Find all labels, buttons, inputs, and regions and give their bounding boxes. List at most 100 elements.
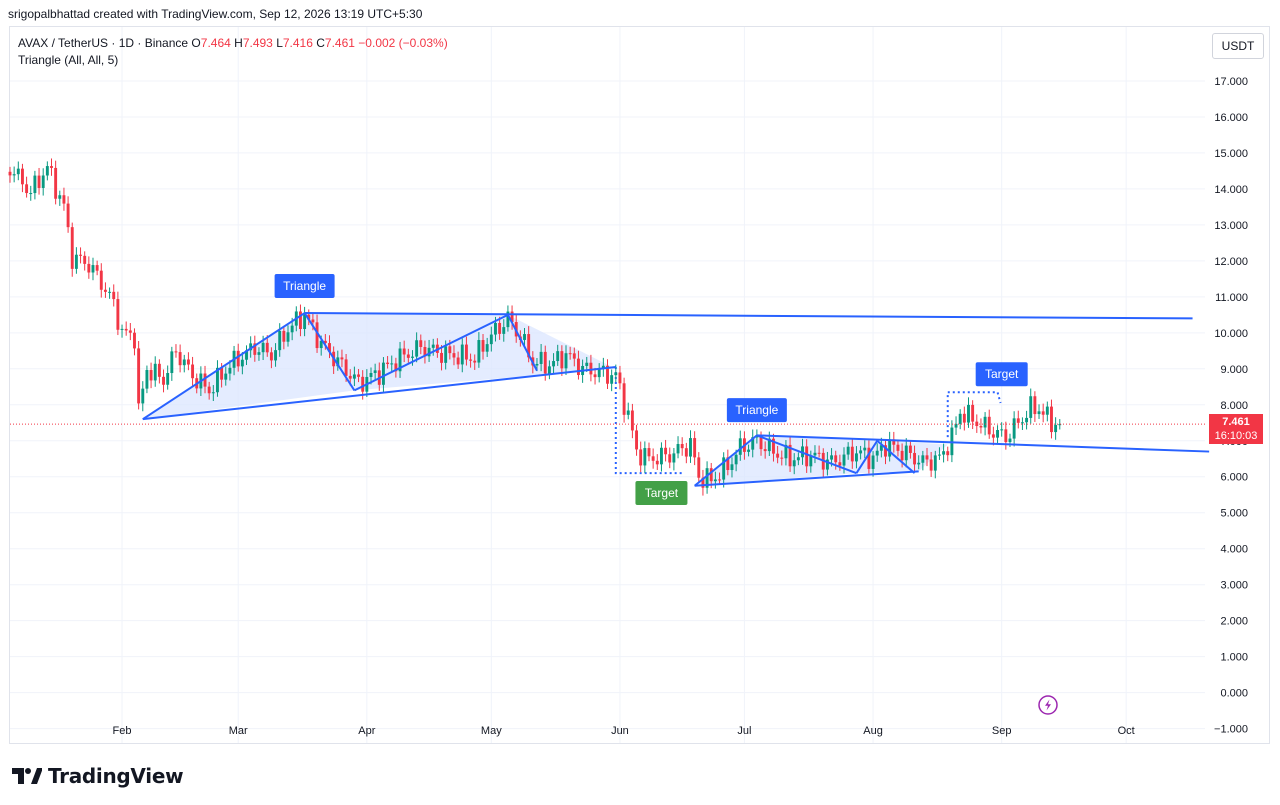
candle-body xyxy=(112,291,116,300)
candle-body xyxy=(655,460,659,465)
candle-body xyxy=(523,334,526,340)
candle-body xyxy=(25,184,29,194)
candle-body xyxy=(1020,422,1024,424)
candle-body xyxy=(954,423,958,428)
candle xyxy=(431,338,435,356)
candle-body xyxy=(12,174,16,176)
candle-body xyxy=(871,455,875,469)
candle-body xyxy=(452,353,456,358)
candle-body xyxy=(805,446,809,467)
candle-body xyxy=(884,445,887,457)
candle xyxy=(269,347,273,369)
price-tick-label: 2.000 xyxy=(1220,616,1248,628)
candle-body xyxy=(141,388,145,404)
candle xyxy=(1004,421,1008,450)
candle-body xyxy=(937,454,941,456)
candle xyxy=(178,344,182,373)
candle-body xyxy=(971,404,975,422)
candle-body xyxy=(87,263,91,273)
candle-body xyxy=(477,340,481,363)
candle-body xyxy=(552,361,556,367)
candle-body xyxy=(680,444,684,449)
currency-unit-button[interactable]: USDT xyxy=(1212,33,1264,59)
candle xyxy=(556,344,560,366)
candle-body xyxy=(133,332,136,349)
candle xyxy=(240,352,244,375)
time-tick-label: Jun xyxy=(611,725,629,737)
candle-body xyxy=(1033,396,1037,415)
candle xyxy=(813,445,817,464)
candle xyxy=(12,166,16,183)
candle-body xyxy=(79,254,82,256)
candle-body xyxy=(755,436,759,438)
candle xyxy=(481,334,485,360)
symbol-name[interactable]: AVAX / TetherUS · 1D · Binance xyxy=(18,36,189,50)
candle-body xyxy=(684,448,688,457)
candle-body xyxy=(386,362,390,365)
time-tick-label: Sep xyxy=(992,725,1012,737)
candle xyxy=(846,442,850,460)
candle xyxy=(676,436,680,459)
candle xyxy=(460,338,464,373)
price-tick-label: 3.000 xyxy=(1220,580,1248,592)
candle-body xyxy=(336,357,340,367)
candle xyxy=(29,185,33,201)
candle-body xyxy=(834,455,838,463)
price-tick-label: 8.000 xyxy=(1220,400,1248,412)
target-dotted-line xyxy=(614,367,683,475)
candle-body xyxy=(946,451,950,456)
candle-body xyxy=(278,330,282,351)
candle xyxy=(340,349,344,368)
candle xyxy=(796,452,800,466)
candle xyxy=(66,196,70,233)
candle xyxy=(987,409,991,439)
candle xyxy=(381,357,385,393)
candle-body xyxy=(145,369,149,389)
candle xyxy=(116,291,120,336)
candle-body xyxy=(996,430,999,438)
candle xyxy=(971,400,975,430)
candle xyxy=(62,187,66,211)
candle xyxy=(547,360,551,380)
candle-body xyxy=(411,356,414,358)
candle-body xyxy=(120,328,124,330)
candle-body xyxy=(867,447,871,469)
candle xyxy=(933,450,937,479)
indicator-name[interactable]: Triangle (All, All, 5) xyxy=(18,53,119,67)
candle-body xyxy=(236,350,240,367)
candle xyxy=(1045,401,1049,422)
candle-body xyxy=(726,457,730,471)
candle xyxy=(722,452,726,488)
candle xyxy=(942,443,946,463)
candle-body xyxy=(149,369,153,381)
candle xyxy=(133,328,136,356)
candle xyxy=(1037,404,1041,419)
candle xyxy=(245,345,248,366)
candle-body xyxy=(323,340,327,344)
candle xyxy=(684,442,688,464)
candle xyxy=(896,440,900,457)
candle-body xyxy=(16,168,20,175)
close-label: C xyxy=(316,36,325,50)
candle-body xyxy=(207,386,211,394)
triangle-label: Triangle xyxy=(274,274,335,299)
candle-body xyxy=(99,270,103,290)
candle xyxy=(904,438,908,468)
candle-body xyxy=(108,291,112,293)
candle xyxy=(157,359,161,384)
candle xyxy=(257,347,261,361)
candle-body xyxy=(211,392,215,394)
alert-icon[interactable] xyxy=(1038,695,1058,715)
candle xyxy=(859,445,863,460)
candle-body xyxy=(494,322,497,335)
candle xyxy=(639,441,643,473)
candle-body xyxy=(639,449,643,466)
candle-body xyxy=(1029,396,1033,418)
candle-body xyxy=(240,359,244,367)
tradingview-logo[interactable]: TradingView xyxy=(12,764,184,788)
candle-body xyxy=(37,175,41,188)
candle xyxy=(141,381,145,412)
candle xyxy=(489,326,493,352)
candle-body xyxy=(427,347,431,357)
